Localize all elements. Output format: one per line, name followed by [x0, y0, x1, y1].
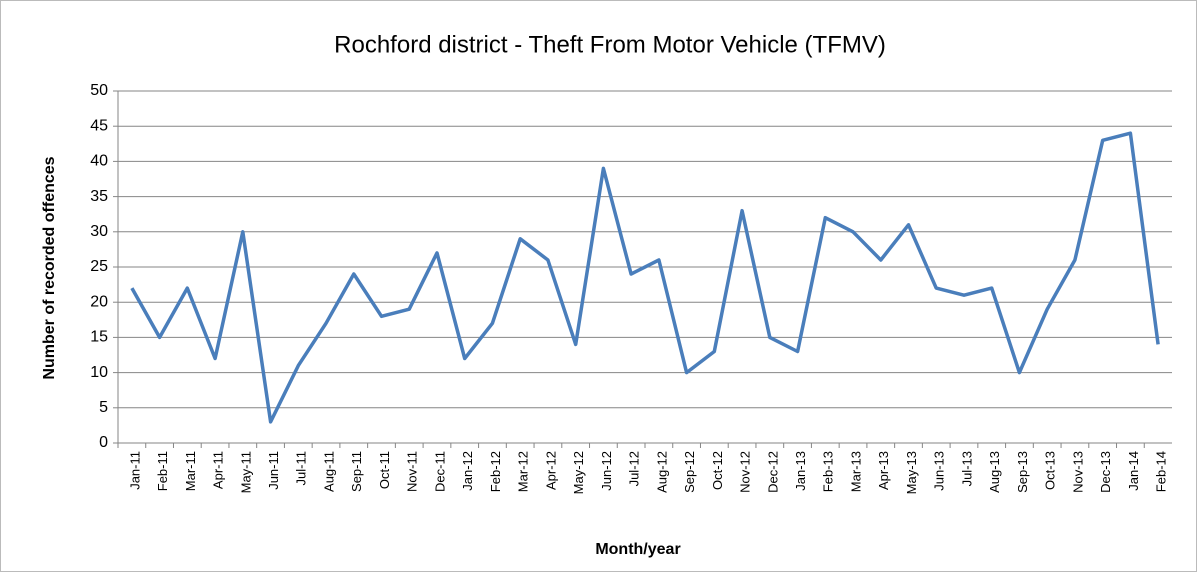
- x-tick-label: Feb-14: [1154, 451, 1169, 492]
- x-tick-label: Jul-13: [959, 451, 974, 486]
- x-tick-label: Mar-12: [516, 451, 531, 492]
- x-tick-label: Jun-12: [599, 451, 614, 491]
- x-tick-label: Sep-12: [682, 451, 697, 493]
- x-tick-label: Dec-11: [432, 451, 447, 492]
- x-tick-label: Sep-11: [349, 451, 364, 492]
- x-tick-label: Oct-13: [1043, 451, 1058, 490]
- y-tick-label: 30: [90, 223, 108, 240]
- x-tick-label: Mar-11: [183, 451, 198, 491]
- x-tick-label: Jul-12: [627, 451, 642, 486]
- x-tick-label: Nov-12: [738, 451, 753, 493]
- y-tick-label: 20: [90, 293, 108, 310]
- y-tick-label: 40: [90, 153, 108, 170]
- x-tick-label: Apr-11: [211, 451, 226, 489]
- x-tick-label: Nov-13: [1070, 451, 1085, 493]
- x-tick-label: Dec-12: [765, 451, 780, 493]
- x-tick-label: Feb-12: [488, 451, 503, 492]
- x-tick-label: Sep-13: [1015, 451, 1030, 493]
- x-tick-label: Aug-12: [654, 451, 669, 493]
- x-tick-label: Mar-13: [848, 451, 863, 492]
- x-tick-label: May-11: [238, 451, 253, 493]
- y-tick-label: 0: [99, 434, 108, 451]
- x-tick-label: Jun-13: [932, 451, 947, 491]
- x-tick-label: Feb-11: [155, 451, 170, 491]
- x-tick-label: Jul-11: [294, 451, 309, 485]
- chart-title: Rochford district - Theft From Motor Veh…: [334, 31, 886, 58]
- x-tick-label: Jun-11: [266, 451, 281, 490]
- x-tick-label: Aug-11: [321, 451, 336, 492]
- x-tick-label: Apr-13: [876, 451, 891, 490]
- x-tick-label: Nov-11: [405, 451, 420, 492]
- x-tick-label: Feb-13: [821, 451, 836, 492]
- y-tick-label: 50: [90, 82, 108, 99]
- x-tick-label: Apr-12: [543, 451, 558, 490]
- x-axis-title: Month/year: [595, 541, 680, 558]
- x-tick-label: Jan-13: [793, 451, 808, 491]
- x-tick-label: Jan-11: [127, 451, 142, 490]
- x-tick-label: Oct-11: [377, 451, 392, 489]
- y-tick-label: 5: [99, 399, 108, 416]
- line-series: [130, 131, 1160, 424]
- x-tick-label: Jan-12: [460, 451, 475, 491]
- x-tick-label: Jan-14: [1126, 451, 1141, 491]
- y-tick-label: 25: [90, 258, 108, 275]
- x-tick-label: May-12: [571, 451, 586, 494]
- y-tick-label: 35: [90, 188, 108, 205]
- y-tick-label: 15: [90, 329, 108, 346]
- x-tick-label: May-13: [904, 451, 919, 494]
- x-tick-label: Aug-13: [987, 451, 1002, 493]
- y-axis-title: Number of recorded offences: [41, 156, 58, 379]
- x-tick-label: Oct-12: [710, 451, 725, 490]
- y-tick-label: 10: [90, 364, 108, 381]
- y-tick-label: 45: [90, 117, 108, 134]
- x-tick-label: Dec-13: [1098, 451, 1113, 493]
